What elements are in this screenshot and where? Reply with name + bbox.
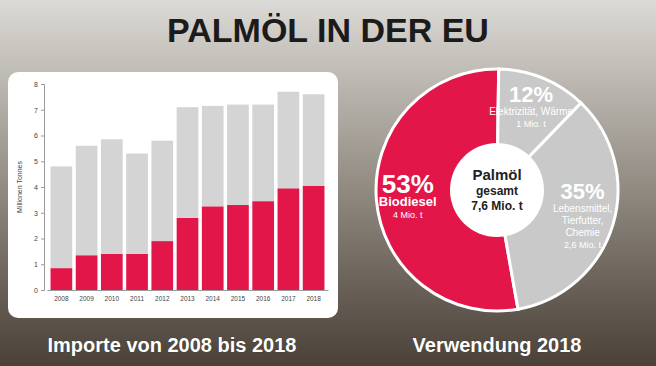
tick-mark <box>41 161 44 162</box>
slice-label: Lebensmittel, <box>553 203 612 214</box>
tick: 2009 <box>79 290 94 302</box>
bar <box>252 105 274 202</box>
tick-mark <box>41 213 44 214</box>
amount-label: 4 Mio. t <box>393 210 423 220</box>
bar <box>126 254 148 290</box>
tick: 2013 <box>180 290 195 302</box>
tick-label: 7 <box>34 106 38 113</box>
bar <box>151 141 173 241</box>
tick: 1 <box>34 261 44 268</box>
bar <box>76 146 98 255</box>
center-label: 7,6 Mio. t <box>471 199 522 213</box>
tick-label: 2016 <box>256 295 271 302</box>
bar <box>278 92 300 189</box>
tick-mark <box>41 264 44 265</box>
tick: 2011 <box>130 290 144 302</box>
tick: 8 <box>34 81 44 88</box>
tick-label: 2011 <box>130 295 144 302</box>
bar <box>177 218 199 290</box>
slice-label: Tierfutter, <box>562 215 604 226</box>
axis-line <box>48 290 329 291</box>
bar <box>177 107 199 218</box>
tick-label: 2017 <box>281 295 296 302</box>
tick-label: 5 <box>34 158 38 165</box>
tick: 2012 <box>155 290 170 302</box>
tick-label: 4 <box>34 184 38 191</box>
bar <box>76 255 98 290</box>
slice-label: Elektrizität, Wärme <box>489 106 573 117</box>
center-label: gesamt <box>476 184 518 198</box>
tick-mark <box>41 84 44 85</box>
bar <box>151 241 173 290</box>
tick-label: 2013 <box>180 295 195 302</box>
tick: 2014 <box>205 290 220 302</box>
bar <box>303 94 325 185</box>
tick: 2017 <box>281 290 296 302</box>
tick-label: 8 <box>34 81 38 88</box>
tick-mark <box>41 290 44 291</box>
tick-mark <box>41 187 44 188</box>
axis-line <box>41 85 45 291</box>
center-disc <box>450 143 544 237</box>
background <box>0 0 656 366</box>
tick-label: 2012 <box>155 295 170 302</box>
tick: 7 <box>34 106 44 113</box>
tick-label: 2010 <box>105 295 120 302</box>
bar <box>202 106 224 206</box>
tick-label: 2015 <box>231 295 246 302</box>
main-title: PALMÖL IN DER EU <box>167 11 489 49</box>
bars <box>51 92 325 290</box>
y-axis: 0 1 2 3 4 5 6 7 8 <box>34 81 44 294</box>
bar <box>278 188 300 290</box>
center-label: Palmöl <box>472 166 521 183</box>
bar <box>101 254 123 290</box>
bar <box>126 154 148 254</box>
x-axis: 2008 2009 2010 2011 2012 2013 2014 2015 2016 2017… <box>48 290 329 302</box>
bar <box>252 201 274 290</box>
pie: Palmölgesamt7,6 Mio. t53%Biodiesel4 Mio.… <box>376 69 618 311</box>
tick: 0 <box>34 287 44 294</box>
tick-label: 2009 <box>79 295 94 302</box>
y-axis-title: Millionen Tonnes <box>16 160 23 213</box>
tick: 4 <box>34 184 44 191</box>
bar <box>51 268 73 290</box>
slice-label: Biodiesel <box>379 194 437 209</box>
chart-title: Verwendung 2018 <box>413 334 582 356</box>
tick-label: 6 <box>34 132 38 139</box>
tick: 2008 <box>54 290 69 302</box>
tick: 2016 <box>256 290 271 302</box>
slice-label: Chemie <box>565 227 600 238</box>
tick: 2018 <box>306 290 321 302</box>
tick-label: 2018 <box>306 295 321 302</box>
tick: 6 <box>34 132 44 139</box>
tick-label: 1 <box>34 261 38 268</box>
figure: PALMÖL IN DER EU 0 1 2 3 4 5 6 7 8 2008 2009 2010 201… <box>0 0 656 366</box>
tick-label: 2 <box>34 235 38 242</box>
tick-mark <box>41 239 44 240</box>
tick: 2 <box>34 235 44 242</box>
data-label: 35% <box>561 179 605 204</box>
tick-label: 0 <box>34 287 38 294</box>
tick-mark <box>41 110 44 111</box>
tick: 2010 <box>105 290 120 302</box>
bar <box>227 105 249 205</box>
bar <box>227 205 249 290</box>
bar <box>303 186 325 290</box>
amount-label: 2,6 Mio. t <box>564 240 602 250</box>
bar <box>202 206 224 290</box>
bar <box>101 139 123 254</box>
tick-label: 2008 <box>54 295 69 302</box>
panel <box>8 72 338 318</box>
tick-label: 3 <box>34 209 38 216</box>
data-label: 12% <box>509 82 553 107</box>
tick: 2015 <box>231 290 246 302</box>
chart-title: Importe von 2008 bis 2018 <box>47 334 296 356</box>
amount-label: 1 Mio. t <box>516 119 546 129</box>
tick-label: 2014 <box>205 295 220 302</box>
tick-mark <box>41 136 44 137</box>
tick: 3 <box>34 209 44 216</box>
tick: 5 <box>34 158 44 165</box>
bar <box>51 166 73 268</box>
